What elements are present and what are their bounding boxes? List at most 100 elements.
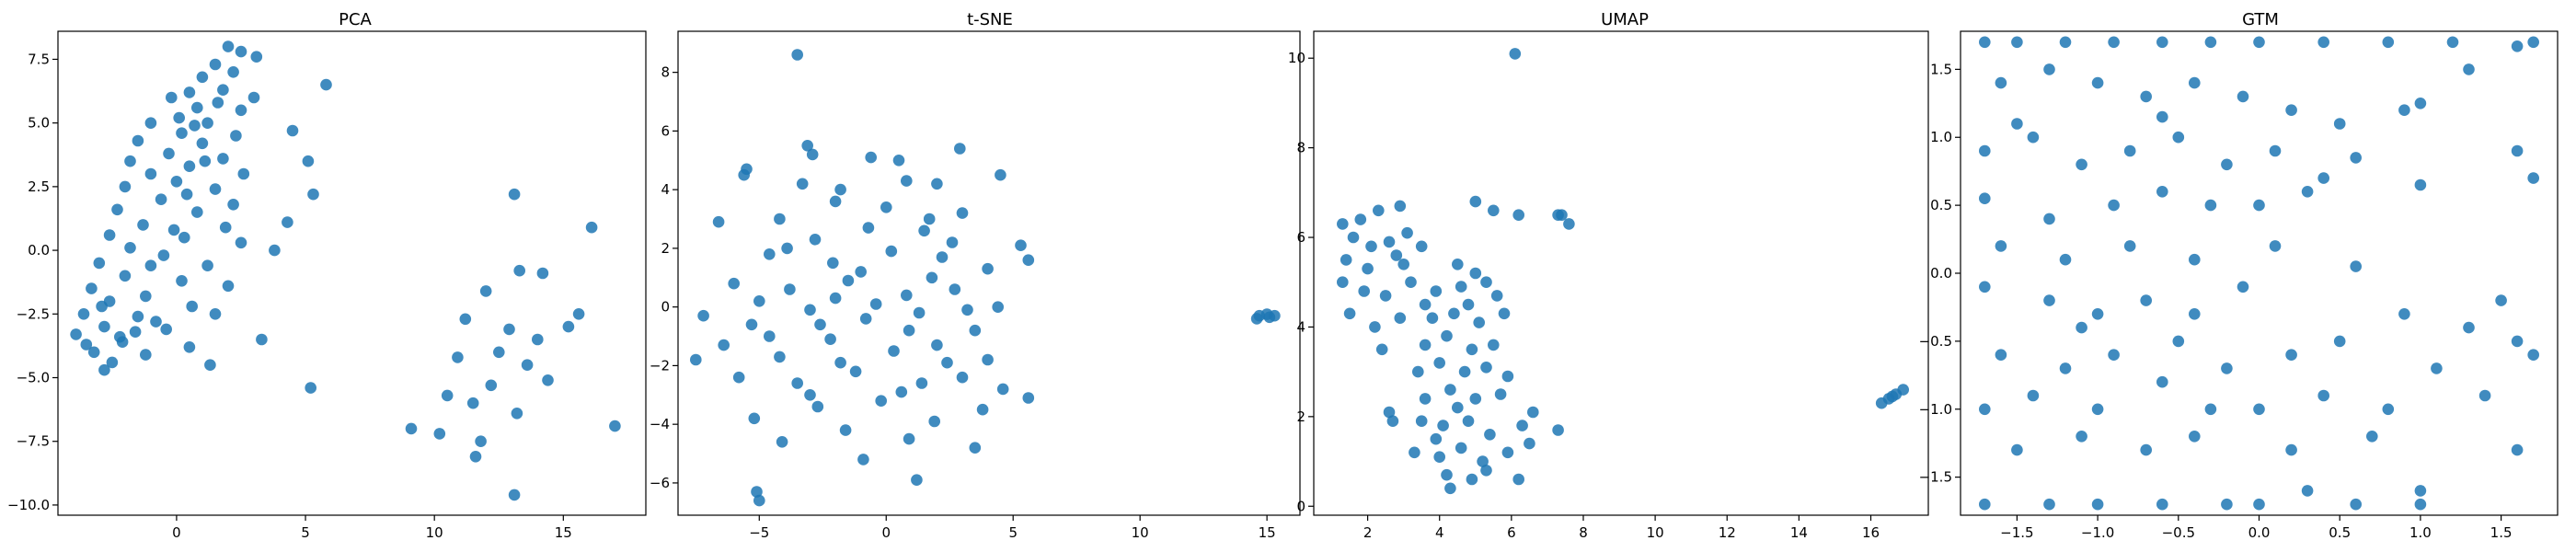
y-tick-label: −10.0 [7, 497, 50, 513]
data-point [2511, 40, 2524, 52]
data-point [859, 313, 872, 325]
data-point [2269, 144, 2282, 157]
data-point [2350, 498, 2362, 511]
y-tick-label: 0.0 [1930, 265, 1952, 282]
data-point [1473, 316, 1485, 328]
data-point [2156, 186, 2168, 198]
data-point [2011, 443, 2023, 456]
data-point [93, 257, 106, 270]
data-point [562, 320, 575, 333]
x-tick-label: −0.5 [2162, 524, 2195, 541]
data-point [1462, 298, 1475, 311]
data-point [2285, 349, 2297, 362]
data-point [1343, 307, 1356, 320]
data-point [2011, 118, 2023, 130]
data-point [791, 49, 803, 61]
data-point [1375, 343, 1388, 356]
data-point [1462, 415, 1475, 428]
data-point [2189, 253, 2201, 266]
data-point [1426, 312, 1439, 325]
data-point [1369, 321, 1381, 333]
data-point [269, 244, 281, 257]
y-tick-label: 0.0 [28, 242, 50, 259]
data-point [542, 374, 554, 386]
data-point [1354, 213, 1367, 225]
data-point [173, 111, 185, 124]
y-tick-label: 8 [661, 64, 670, 81]
data-point [119, 180, 132, 193]
data-point [804, 304, 816, 316]
panel-title-pca: PCA [339, 10, 372, 29]
data-point [992, 301, 1004, 314]
data-point [2156, 36, 2168, 49]
data-point [176, 127, 188, 139]
data-point [1419, 393, 1432, 405]
data-point [2059, 362, 2072, 374]
data-point [895, 385, 908, 398]
data-point [2414, 485, 2427, 497]
x-tick-label: 10 [1132, 524, 1149, 541]
data-point [183, 160, 196, 172]
data-point [869, 298, 882, 310]
data-point [1394, 200, 1407, 213]
data-point [433, 428, 446, 440]
data-point [1512, 473, 1524, 486]
data-point [923, 213, 936, 225]
data-point [1897, 384, 1909, 396]
data-point [2189, 308, 2201, 320]
data-point [2527, 36, 2539, 49]
data-point [2156, 110, 2168, 123]
data-point [2253, 403, 2265, 416]
data-point [204, 359, 216, 372]
data-point [144, 117, 157, 129]
data-point [1886, 390, 1899, 403]
data-point [227, 66, 239, 78]
data-point [235, 45, 247, 58]
y-tick-label: −0.5 [1919, 333, 1952, 350]
x-tick-label: 1.5 [2490, 524, 2513, 541]
x-tick-label: 10 [1647, 524, 1664, 541]
data-point [880, 201, 892, 213]
data-point [888, 345, 900, 357]
data-point [901, 289, 913, 302]
data-point [70, 328, 82, 340]
data-point [2237, 281, 2249, 293]
data-point [1386, 415, 1399, 428]
data-point [834, 183, 846, 196]
data-point [712, 215, 725, 228]
data-point [781, 242, 793, 255]
data-point [865, 151, 877, 164]
data-point [1337, 218, 1349, 230]
data-point [2076, 158, 2087, 171]
data-point [1563, 218, 1575, 230]
data-point [2027, 131, 2040, 144]
data-point [1501, 370, 1514, 383]
data-point [1337, 276, 1349, 289]
data-point [697, 309, 709, 322]
data-point [157, 249, 170, 261]
data-point [129, 326, 142, 339]
data-point [809, 233, 822, 246]
panel-umap: UMAP 2 4 6 8 10 12 14 16 0 2 4 6 8 10 [1288, 10, 1929, 541]
y-tick-label: −5.0 [17, 370, 50, 386]
data-point [1469, 267, 1482, 280]
panel-tsne: t-SNE −5 0 5 10 15 −6 −4 −2 0 2 4 6 8 [650, 10, 1301, 541]
data-point [227, 199, 239, 211]
data-point [956, 207, 969, 219]
data-point [536, 267, 549, 280]
data-point [718, 339, 730, 351]
y-tick-label: −1.0 [1919, 401, 1952, 418]
data-point [814, 318, 826, 331]
data-point [839, 424, 852, 436]
data-point [320, 78, 332, 91]
data-point [2172, 335, 2185, 348]
data-point [132, 310, 144, 323]
data-point [144, 167, 157, 180]
data-point [949, 283, 961, 295]
data-point [901, 175, 913, 187]
axes-frame [1313, 30, 1929, 516]
data-point [513, 264, 525, 277]
data-point [2317, 36, 2329, 49]
data-point [441, 389, 454, 402]
data-point [150, 316, 162, 328]
